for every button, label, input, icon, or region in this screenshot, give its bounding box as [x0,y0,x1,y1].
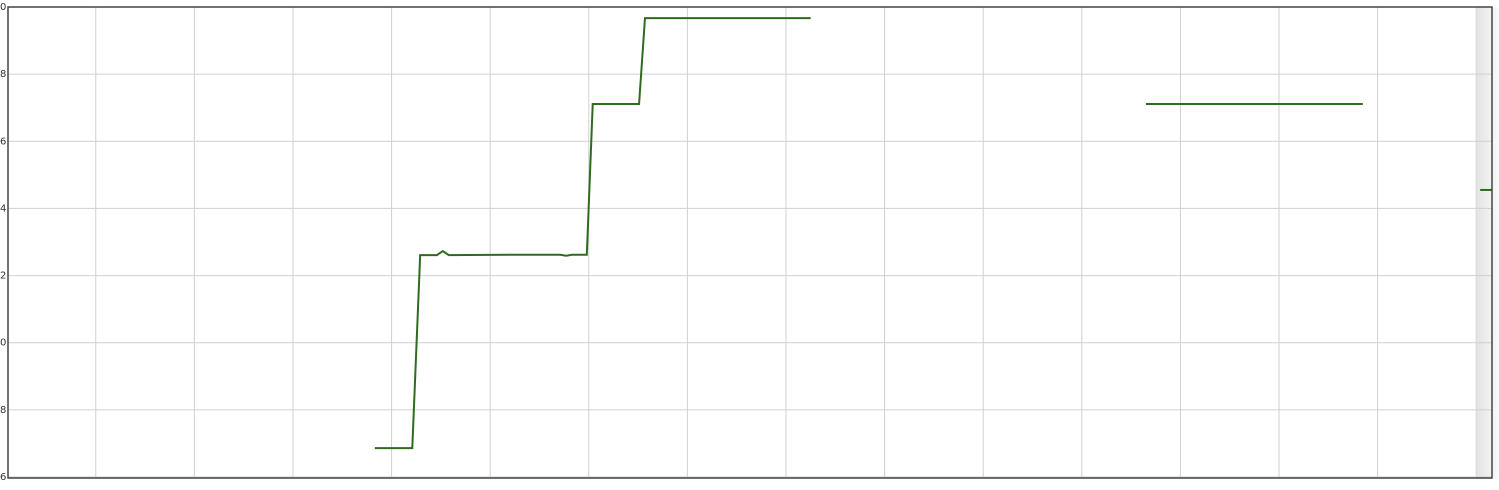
y-tick-label: 4 [0,203,6,214]
y-tick-label: 6 [0,472,6,483]
y-tick-label: 0 [0,2,6,13]
y-tick-label: 0 [0,338,6,349]
y-tick-label: 8 [0,405,6,416]
line-series [374,17,811,450]
grid [8,6,1492,478]
y-tick-label: 2 [0,271,6,282]
scroll-shade [1477,7,1499,479]
y-tick-label: 8 [0,69,6,80]
y-tick-label: 6 [0,136,6,147]
plot-border [7,6,1493,479]
lines [374,17,1492,450]
